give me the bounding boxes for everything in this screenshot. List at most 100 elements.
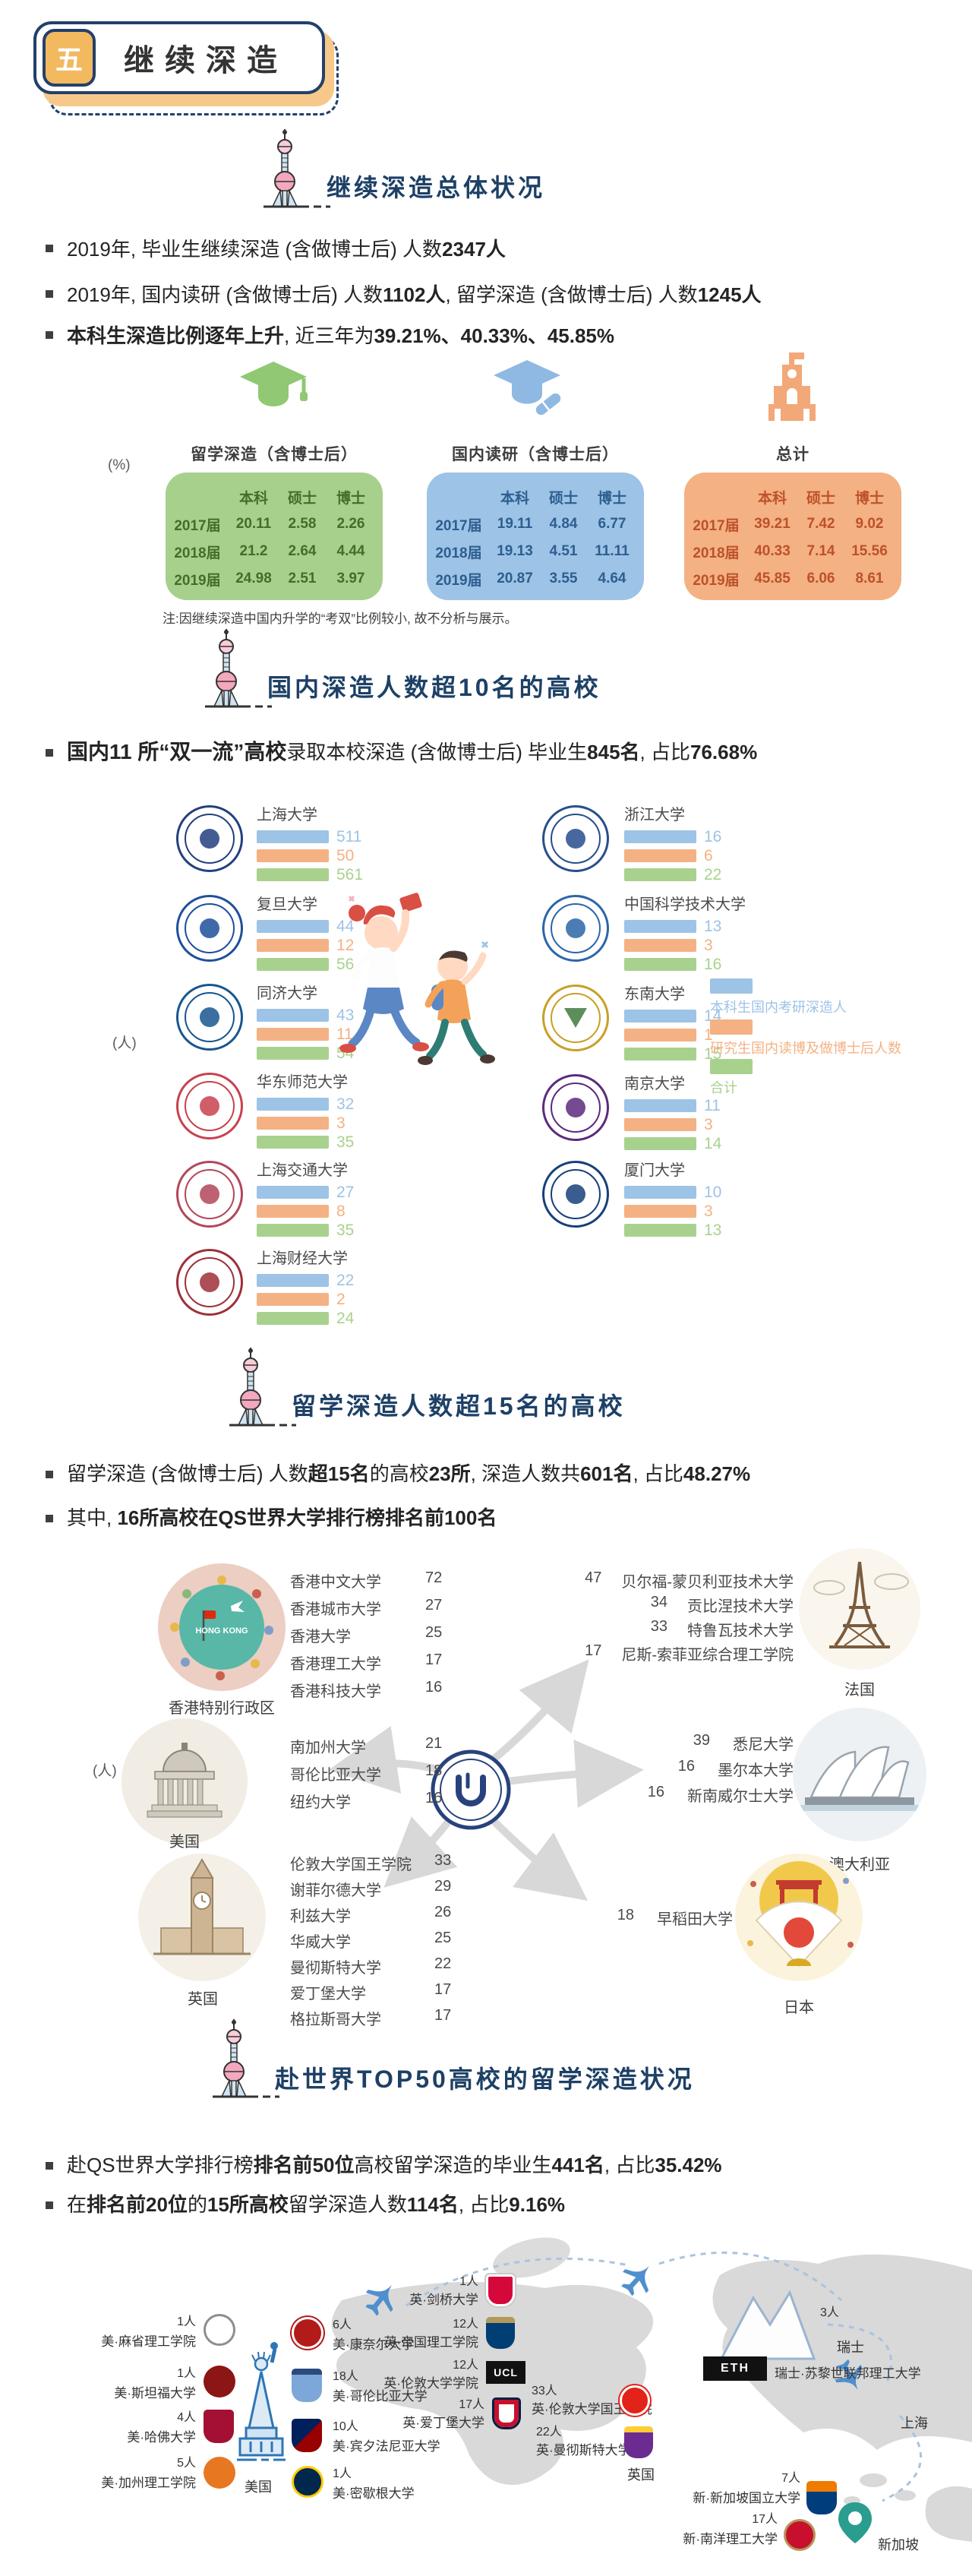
uni-name: 同济大学 [257,985,317,1002]
section2-title: 国内深造人数超10名的高校 [267,674,601,701]
bar-total [257,957,329,971]
uni-name: 上海大学 [257,807,317,823]
bar-value: 11 [336,1025,353,1043]
region-label-usa: 美国 [169,1834,200,1851]
world-map [331,2237,972,2542]
bar-value: 511 [336,827,362,845]
bullet-qs100: 其中, 16所高校在QS世界大学排行榜排名前100名 [67,1506,497,1529]
bar-total [257,1046,329,1060]
map-entry-edinburgh: 17人 英·爱丁堡大学 [402,2398,484,2430]
southeast-university-logo [542,985,609,1051]
plane-icon [365,2285,393,2316]
cell: 11.11 [595,543,630,559]
row-label: 2018届 [435,545,482,561]
map-entry-michigan: 1人 美·密歇根大学 [333,2467,415,2501]
table-total: 本科 硕士 博士 2017届 39.21 7.42 9.02 2018届 40.33 7.14… [684,473,901,600]
school-count: 34 [650,1594,667,1610]
cell: 6.77 [598,516,626,532]
row-label: 2019届 [174,572,221,589]
school-count: 18 [617,1907,634,1923]
school-count: 29 [434,1878,452,1895]
bullet-abroad-15: 留学深造 (含做博士后) 人数超15名的高校23所, 深造人数共601名, 占比… [67,1462,751,1485]
col-header: 本科 [757,490,787,507]
cell: 40.33 [754,543,791,559]
bullet-icon [46,2162,53,2170]
caltech-logo [204,2457,235,2489]
legend-swatch-grad [710,1019,753,1035]
region-label-france: 法国 [844,1682,875,1699]
school-count: 72 [425,1569,443,1586]
cell: 19.13 [497,543,533,559]
shanghai-university-logo [176,805,243,872]
campus-building-orange-icon [764,351,820,431]
col-header: 硕士 [806,490,835,507]
map-entry-mit: 1人 美·麻省理工学院 [101,2315,196,2349]
map-count-eth: 3人 [820,2306,839,2319]
bar-value: 561 [336,865,364,883]
school-count: 47 [585,1569,602,1586]
map-label-usa: 美国 [245,2480,272,2495]
cell: 45.85 [754,571,791,586]
col-header: 博士 [597,490,626,507]
uni-entry-fudan: 复旦大学 44 12 56 [257,892,355,973]
bar-value: 32 [336,1095,355,1113]
pearl-tower-icon [211,2018,287,2107]
section-badge: 继续深造 五 [33,21,390,135]
bar-total [257,868,329,881]
school-count: 33 [434,1852,452,1869]
bar-value: 6 [704,846,713,864]
school-row: 39 悉尼大学 [623,1732,794,1754]
section4-title: 赴世界TOP50高校的留学深造状况 [275,2066,695,2093]
bullet-icon [46,290,53,298]
plane-icon [835,2359,863,2390]
school-row: 18 早稻田大学 [600,1907,733,1929]
cell: 39.21 [754,516,791,532]
bullet-total: 2019年, 毕业生继续深造 (含做博士后) 人数2347人 [67,238,506,261]
school-name: 哥伦比亚大学 [290,1767,381,1784]
bar-total [257,1311,329,1325]
australia-circle-illustration [793,1708,926,1841]
school-name: 爱丁堡大学 [290,1986,366,2002]
school-count: 25 [425,1624,443,1641]
bar-value: 16 [704,955,722,973]
bar-value: 3 [704,1115,713,1133]
cell: 7.14 [806,543,835,559]
row-label: 2019届 [435,572,482,589]
bar-total [624,1136,696,1150]
school-count: 27 [425,1597,443,1614]
school-count: 17 [434,1981,452,1998]
cell: 15.56 [851,543,888,559]
map-entry-columbia: 18人 美·哥伦比亚大学 [333,2370,428,2404]
school-name: 曼彻斯特大学 [290,1960,381,1977]
map-entry-cambridge: 1人 英·剑桥大学 [409,2275,478,2307]
bar-undergrad [624,830,696,843]
cell: 2.51 [288,571,317,586]
col-header: 本科 [500,490,529,507]
school-name: 新南威尔士大学 [687,1788,794,1805]
cell: 19.11 [497,516,533,532]
school-count: 17 [425,1651,443,1668]
bar-value: 35 [336,1221,355,1239]
hongkong-circle-illustration: HONG KONG [158,1563,286,1691]
bar-total [257,1135,329,1149]
region-label-uk: 英国 [188,1991,218,2008]
uni-entry-sufe: 上海财经大学 22 2 24 [257,1246,354,1326]
school-name: 贝尔福-蒙贝利亚技术大学 [621,1574,794,1591]
bar-undergrad [257,830,329,843]
school-name: 格拉斯哥大学 [290,2012,381,2028]
ucl-logo: UCL [486,2361,525,2384]
school-count: 16 [425,1679,443,1696]
tongji-university-logo [176,984,243,1051]
row-label: 2017届 [435,517,482,534]
bullet-icon [46,331,53,339]
bar-value: 3 [704,1202,713,1220]
row-label: 2017届 [693,517,740,534]
col-header: 博士 [336,490,365,507]
school-name: 悉尼大学 [733,1737,794,1753]
map-entry-imperial: 12人 英·帝国理工学院 [383,2318,478,2350]
bar-value: 56 [336,955,355,973]
map-entry-nus: 7人 新·新加坡国立大学 [693,2472,800,2505]
legend-swatch-undergrad [710,978,753,994]
school-row: 16 新南威尔士大学 [623,1784,794,1806]
